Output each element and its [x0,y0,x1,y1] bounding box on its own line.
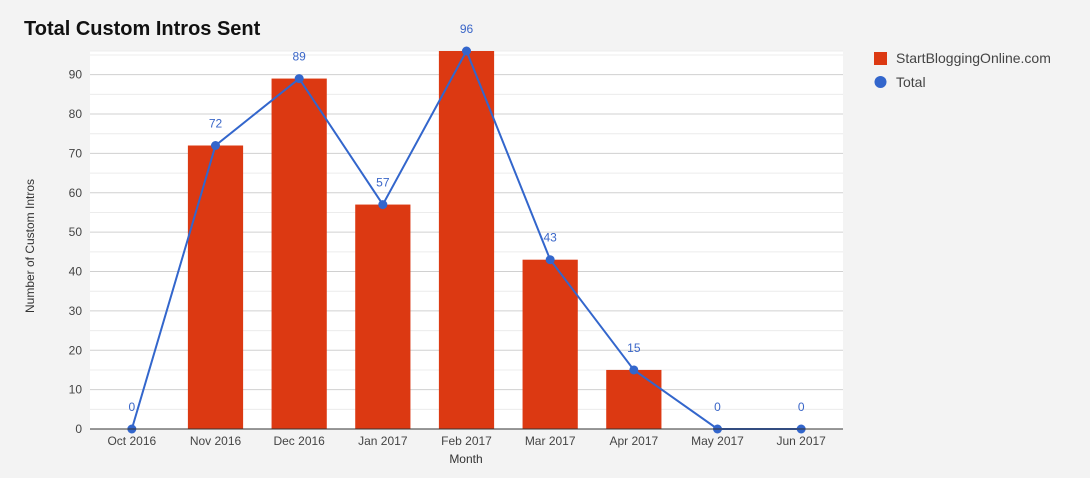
x-tick-label: Dec 2016 [273,434,325,448]
y-tick-label: 30 [69,304,83,318]
data-labels: 0 72 89 57 96 43 15 0 0 [128,22,804,414]
line-point [378,200,388,210]
x-tick-label: Jun 2017 [776,434,826,448]
bar [606,369,662,429]
legend-label: Total [896,74,926,90]
chart-title: Total Custom Intros Sent [24,18,261,40]
data-label: 57 [376,176,390,190]
x-tick-label: Feb 2017 [441,434,492,448]
data-label: 43 [543,231,557,245]
x-tick-label: Jan 2017 [358,434,408,448]
x-tick-label: May 2017 [691,434,744,448]
bar [355,204,411,429]
data-label: 72 [209,117,223,131]
bar [271,78,327,429]
data-label: 0 [128,400,135,414]
y-tick-label: 10 [69,383,83,397]
data-label: 89 [292,50,306,64]
y-tick-label: 90 [69,68,83,82]
y-tick-label: 40 [69,265,83,279]
data-label: 15 [627,341,641,355]
x-tick-label: Oct 2016 [107,434,156,448]
data-label: 0 [714,400,721,414]
bar [438,51,495,429]
y-tick-labels: 0 10 20 30 40 50 60 70 80 90 [69,68,83,436]
line-point [629,365,639,375]
y-tick-label: 50 [69,225,83,239]
y-tick-label: 0 [75,422,82,436]
x-tick-labels: Oct 2016 Nov 2016 Dec 2016 Jan 2017 Feb 2017… [107,434,826,448]
line-point [211,141,220,150]
bar-series [187,51,662,429]
data-label: 0 [798,400,805,414]
legend: StartBloggingOnline.com Total [874,50,1051,90]
y-tick-label: 20 [69,343,83,357]
y-axis-title: Number of Custom Intros [23,179,37,313]
line-point [545,255,555,265]
line-points [127,46,806,434]
x-tick-label: Apr 2017 [609,434,658,448]
legend-label: StartBloggingOnline.com [896,50,1051,66]
line-point [294,74,304,84]
line-point [462,46,471,56]
bar [187,145,244,429]
data-label: 96 [460,22,474,36]
x-axis-title: Month [449,452,482,466]
x-tick-label: Nov 2016 [190,434,242,448]
x-tick-label: Mar 2017 [525,434,576,448]
legend-swatch-bar [874,52,887,65]
bar [522,259,578,429]
y-tick-label: 80 [69,107,83,121]
legend-swatch-line [874,76,887,88]
y-tick-label: 70 [69,146,83,160]
y-tick-label: 60 [69,186,83,200]
